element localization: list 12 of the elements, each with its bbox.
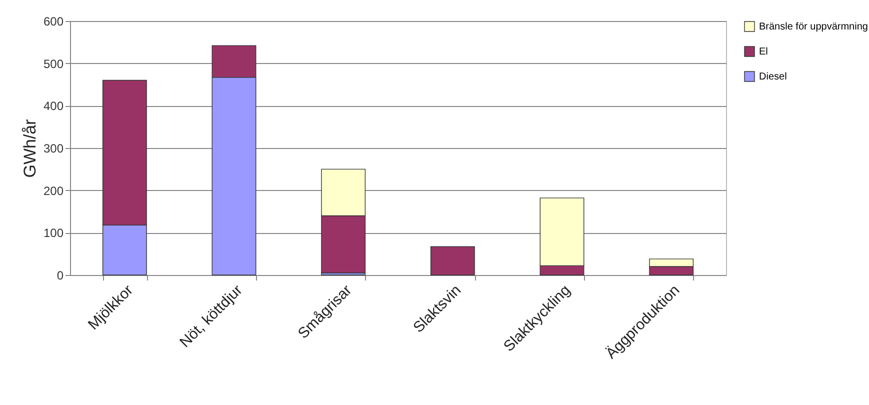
bar: [430, 246, 475, 276]
y-tick-label: 500: [43, 56, 64, 71]
legend-label: El: [759, 46, 768, 58]
legend-label: Diesel: [759, 72, 787, 82]
y-tick-label: 600: [43, 14, 64, 28]
y-tick-label: 300: [43, 142, 64, 156]
legend-label: Bränsle för uppvärmning: [759, 22, 868, 32]
y-tick-label: 400: [43, 99, 64, 114]
y-axis-title: GWh/år: [20, 118, 40, 178]
y-tick-label: 0: [56, 268, 64, 282]
y-tick-label: 100: [43, 226, 64, 240]
y-tick-label: 200: [43, 184, 64, 198]
